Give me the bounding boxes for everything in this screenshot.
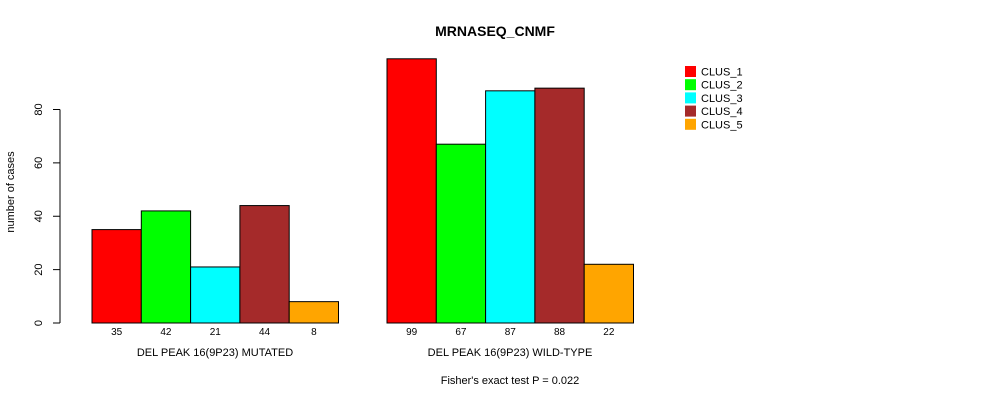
bar-clus-2-group-1 [140, 210, 192, 324]
legend-swatch-clus-3 [685, 92, 696, 104]
legend-label-clus-1: CLUS_1 [701, 67, 743, 79]
bar-value-label: 42 [160, 327, 172, 338]
legend-swatch-clus-4 [685, 105, 696, 117]
bar-value-label: 35 [111, 327, 123, 338]
bar-value-label: 8 [311, 327, 317, 338]
chart-title: MRNASEQ_CNMF [435, 23, 555, 39]
bar-clus-5-group-1 [288, 301, 340, 324]
group-label-mutated: DEL PEAK 16(9P23) MUTATED [137, 347, 293, 359]
bar-value-label: 67 [455, 327, 467, 338]
legend-swatch-clus-2 [685, 79, 696, 91]
legend-label-clus-2: CLUS_2 [701, 80, 743, 92]
legend-swatch-clus-1 [685, 66, 696, 77]
y-axis: 0 20 40 60 80 [33, 103, 61, 326]
bar-clus-4-group-2 [534, 87, 585, 324]
bar-clus-1-group-1 [91, 229, 142, 324]
bar-value-label: 99 [406, 327, 418, 338]
legend-swatch-clus-5 [685, 118, 696, 130]
y-tick-label: 20 [33, 264, 45, 276]
group-label-wild-type: DEL PEAK 16(9P23) WILD-TYPE [428, 347, 593, 359]
bar-clus-3-group-1 [190, 266, 241, 324]
y-tick-label: 80 [33, 103, 45, 115]
y-tick-label: 40 [33, 210, 45, 222]
bar-clus-1-group-2 [386, 58, 437, 324]
y-axis-label: number of cases [5, 151, 17, 233]
bar-value-label: 22 [603, 327, 615, 338]
bar-clus-4-group-1 [239, 205, 290, 324]
bars-layer [91, 58, 635, 324]
bar-value-label: 88 [554, 327, 566, 338]
bar-value-label: 44 [259, 327, 271, 338]
bar-clus-3-group-2 [485, 90, 536, 324]
bar-value-label: 87 [505, 327, 517, 338]
y-tick-label: 0 [33, 320, 45, 326]
legend-label-clus-4: CLUS_4 [701, 106, 743, 118]
bar-clus-2-group-2 [435, 143, 487, 324]
legend-label-clus-5: CLUS_5 [701, 119, 743, 131]
fisher-test-annotation: Fisher's exact test P = 0.022 [441, 375, 580, 387]
bar-value-labels: 35 42 21 44 8 99 67 87 88 22 [111, 327, 615, 338]
bar-value-label: 21 [210, 327, 222, 338]
legend-label-clus-3: CLUS_3 [701, 93, 743, 105]
bar-clus-5-group-2 [583, 263, 635, 324]
y-tick-label: 60 [33, 157, 45, 169]
